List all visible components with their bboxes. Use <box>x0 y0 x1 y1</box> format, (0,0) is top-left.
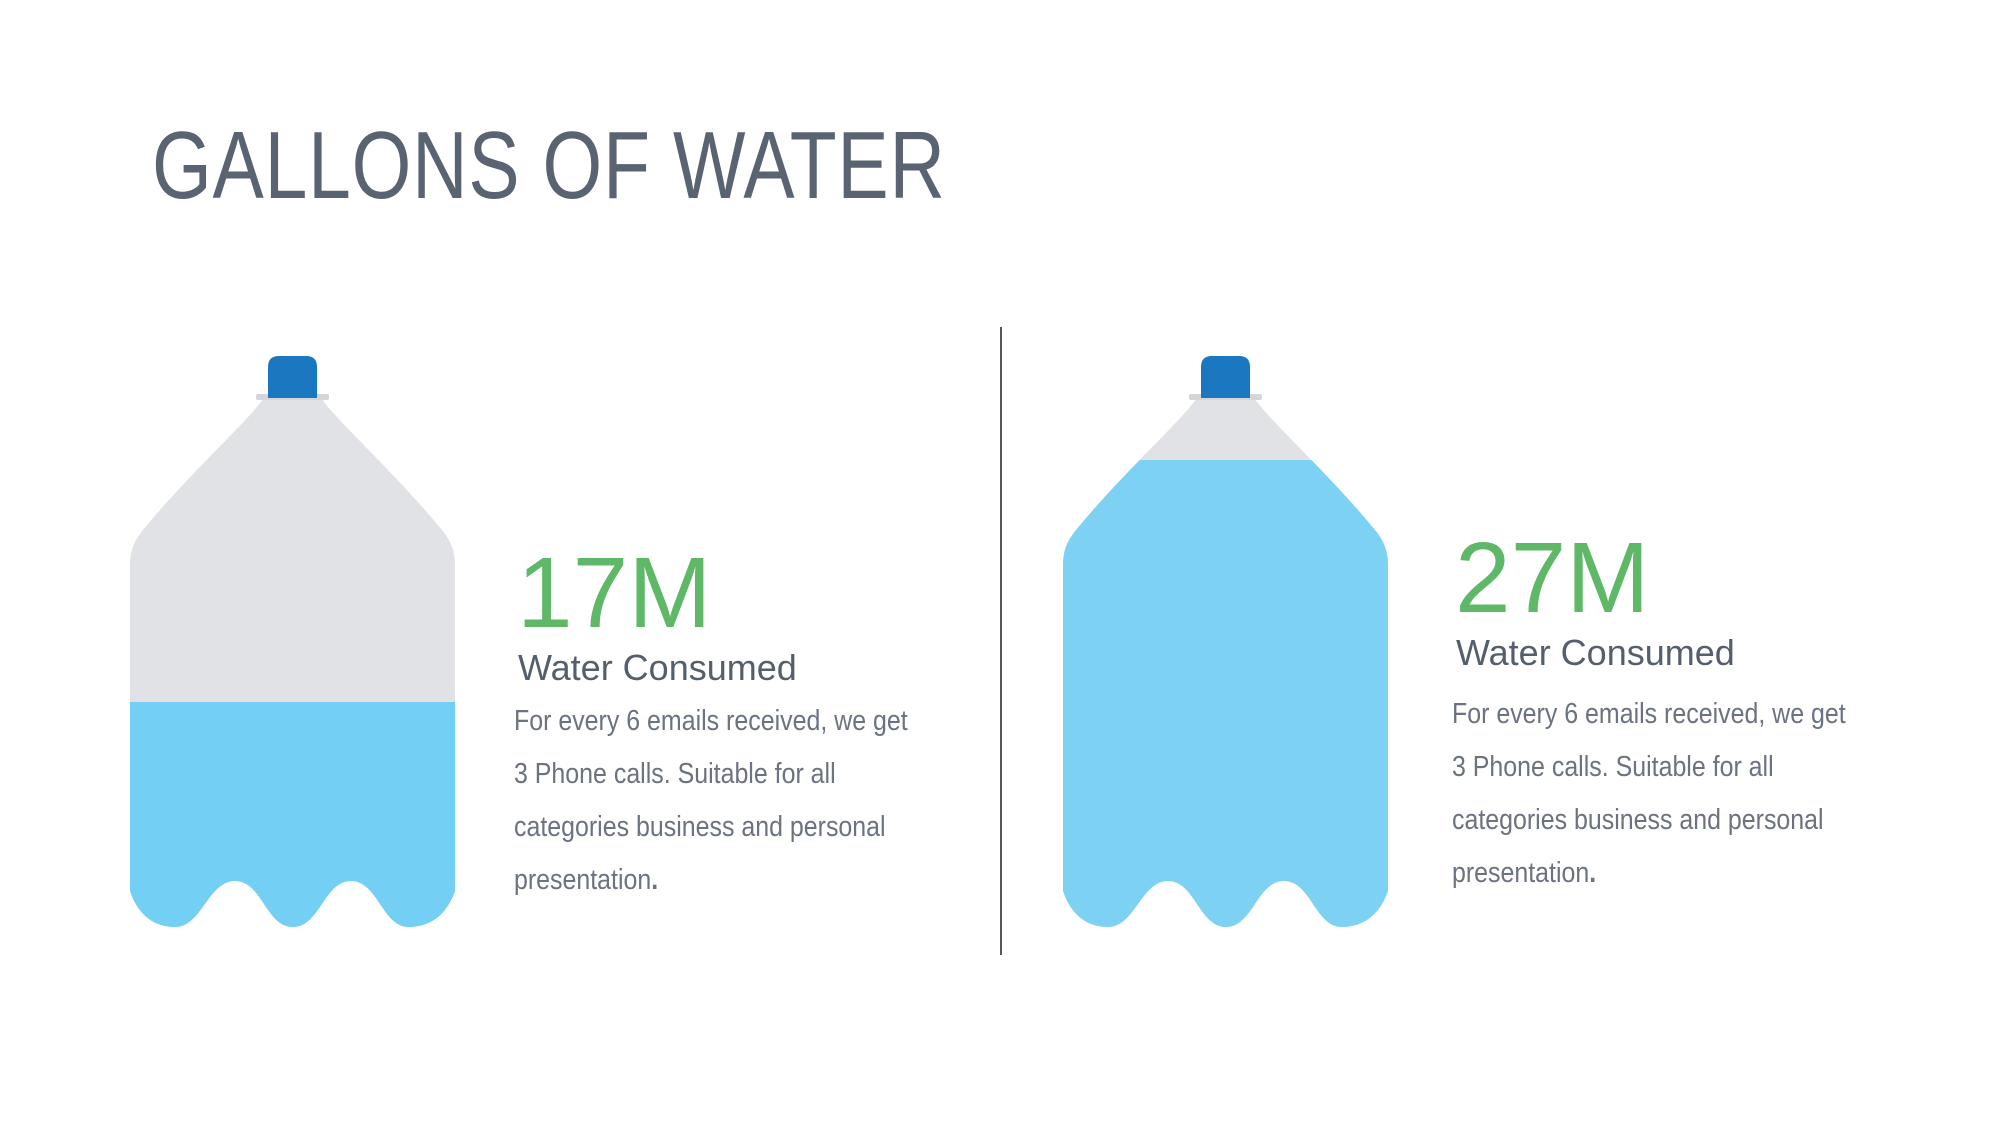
metric-description-left: For every 6 emails received, we get 3 Ph… <box>514 695 908 907</box>
page-title: GALLONS OF WATER <box>152 118 1144 214</box>
metric-value-left: 17M <box>517 537 712 649</box>
description-line-text: presentation <box>1452 857 1590 889</box>
water-bottle-right-icon <box>1063 356 1388 927</box>
metric-label-right: Water Consumed <box>1456 632 1735 673</box>
description-period: . <box>651 864 659 896</box>
water-fill-right <box>1063 460 1388 927</box>
description-line: For every 6 emails received, we get <box>1452 698 1846 730</box>
bottle-cap-left <box>268 356 317 398</box>
description-line: presentation. <box>1452 847 1846 900</box>
bottle-cap-right <box>1201 356 1250 398</box>
description-period: . <box>1589 857 1597 889</box>
page-title-text: GALLONS OF WATER <box>152 112 946 219</box>
metric-label-left: Water Consumed <box>518 647 797 688</box>
water-bottle-left-icon <box>130 356 455 927</box>
metric-value-right: 27M <box>1455 522 1650 634</box>
description-line: For every 6 emails received, we get <box>514 705 908 737</box>
description-line-text: presentation <box>514 864 652 896</box>
water-fill-left <box>130 702 455 927</box>
panel-divider <box>1000 327 1002 955</box>
description-line: categories business and personal <box>514 811 886 843</box>
description-line: 3 Phone calls. Suitable for all <box>1452 751 1774 783</box>
description-line: categories business and personal <box>1452 804 1824 836</box>
description-line: presentation. <box>514 854 908 907</box>
description-line: 3 Phone calls. Suitable for all <box>514 758 836 790</box>
metric-description-right: For every 6 emails received, we get 3 Ph… <box>1452 688 1846 900</box>
